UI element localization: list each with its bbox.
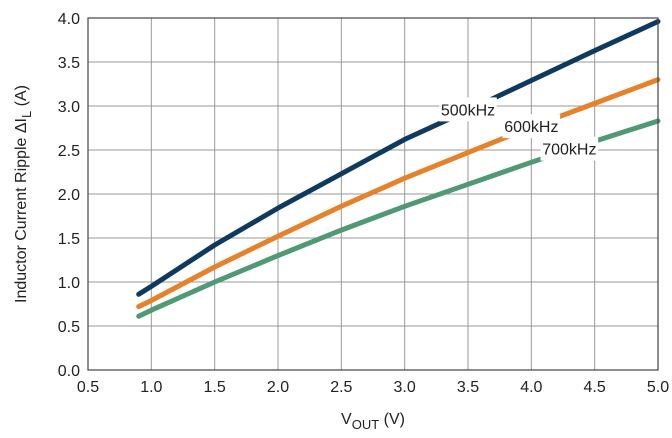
plot-frame bbox=[87, 17, 659, 371]
series-line-600kHz bbox=[136, 77, 661, 310]
x-tick-label: 5.0 bbox=[647, 379, 669, 396]
series-label-600kHz: 600kHz bbox=[502, 114, 561, 139]
series-labels: 500kHz 600kHz 700kHz bbox=[439, 97, 599, 161]
x-tick-label: 4.0 bbox=[520, 379, 542, 396]
y-axis-title-subscript: L bbox=[19, 111, 34, 118]
x-tick-label: 1.5 bbox=[204, 379, 226, 396]
series-curves bbox=[136, 19, 661, 319]
x-axis-title-subscript: OUT bbox=[352, 417, 380, 432]
x-axis-title-main: V bbox=[341, 411, 352, 428]
y-tick-label: 1.5 bbox=[58, 231, 80, 248]
series-label-background bbox=[540, 136, 599, 161]
series-label-text: 700kHz bbox=[542, 142, 596, 159]
x-tick-label: 3.5 bbox=[457, 379, 479, 396]
x-tick-label: 1.0 bbox=[140, 379, 162, 396]
y-axis-title: Inductor Current Ripple ΔIL (A) bbox=[13, 85, 34, 303]
y-tick-label: 3.5 bbox=[58, 55, 80, 72]
series-label-500kHz: 500kHz bbox=[439, 97, 497, 122]
series-label-text: 600kHz bbox=[504, 119, 558, 136]
y-tick-label: 2.5 bbox=[58, 143, 80, 160]
series-label-700kHz: 700kHz bbox=[540, 136, 599, 161]
series-label-background bbox=[502, 114, 561, 139]
y-tick-label: 0.5 bbox=[58, 319, 80, 336]
x-tick-label: 3.0 bbox=[394, 379, 416, 396]
x-axis-title-unit: (V) bbox=[379, 411, 405, 428]
series-label-text: 500kHz bbox=[441, 102, 495, 119]
y-tick-label: 1.0 bbox=[58, 275, 80, 292]
series-label-background bbox=[439, 97, 497, 122]
y-tick-labels: 0.0 0.5 1.0 1.5 2.0 2.5 3.0 3.5 4.0 bbox=[58, 11, 80, 380]
x-axis-title: VOUT (V) bbox=[341, 411, 405, 432]
x-tick-label: 0.5 bbox=[77, 379, 99, 396]
y-tick-label: 2.0 bbox=[58, 187, 80, 204]
y-axis-title-main: Inductor Current Ripple ΔI bbox=[13, 118, 30, 303]
x-tick-label: 4.5 bbox=[584, 379, 606, 396]
x-tick-labels: 0.5 1.0 1.5 2.0 2.5 3.0 3.5 4.0 4.5 5.0 bbox=[77, 379, 669, 396]
series-line-500kHz bbox=[136, 19, 661, 297]
y-tick-label: 3.0 bbox=[58, 99, 80, 116]
x-tick-label: 2.5 bbox=[330, 379, 352, 396]
y-tick-label: 4.0 bbox=[58, 11, 80, 28]
y-axis-title-unit: (A) bbox=[13, 85, 30, 111]
x-tick-label: 2.0 bbox=[267, 379, 289, 396]
y-tick-label: 0.0 bbox=[58, 363, 80, 380]
